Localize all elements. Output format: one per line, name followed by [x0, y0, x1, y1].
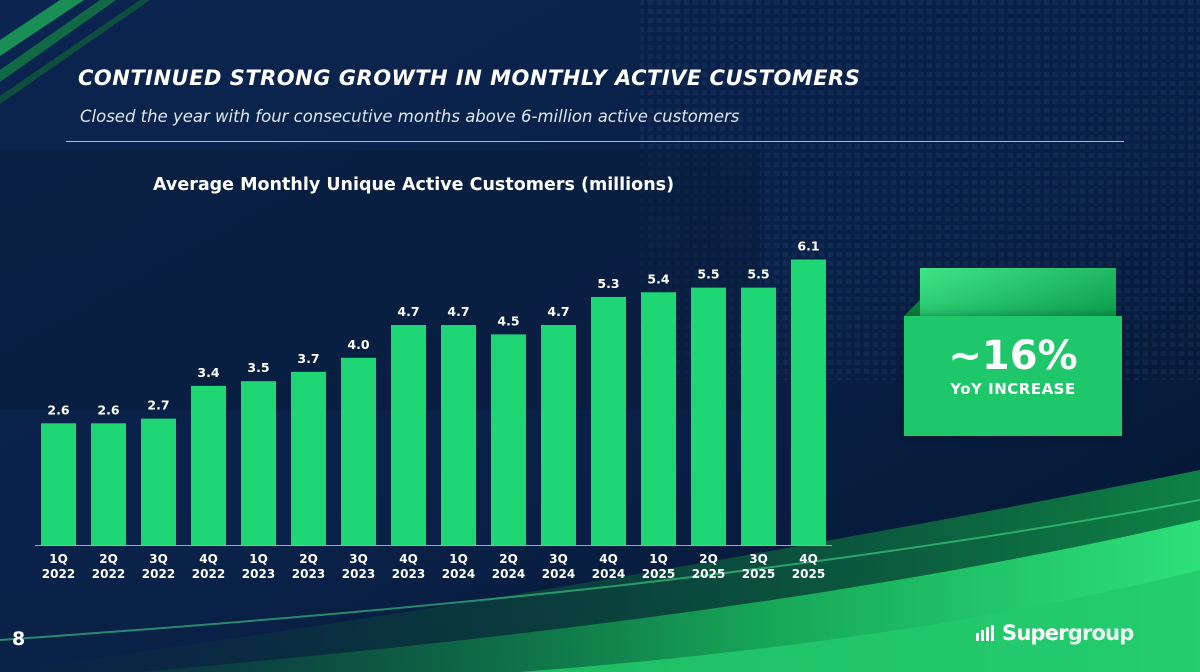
- bar-value-label: 4.0: [347, 337, 369, 352]
- bar: [341, 357, 376, 545]
- bar-value-label: 4.7: [547, 304, 569, 319]
- x-tick-label: 2022: [92, 567, 125, 581]
- bar: [41, 423, 76, 545]
- x-tick-label: 2024: [492, 567, 525, 581]
- bar-value-label: 4.5: [497, 313, 519, 328]
- bar: [641, 292, 676, 545]
- title-divider: [66, 141, 1124, 142]
- x-tick-label: 2025: [742, 567, 775, 581]
- x-tick-label: 2025: [692, 567, 725, 581]
- x-tick-label: 2022: [142, 567, 175, 581]
- slide-subtitle: Closed the year with four consecutive mo…: [80, 107, 740, 126]
- x-tick-label: 2025: [792, 567, 825, 581]
- bar: [291, 371, 326, 545]
- x-tick-label: 2023: [392, 567, 425, 581]
- bar-value-label: 5.4: [647, 271, 669, 286]
- bar-value-label: 2.6: [97, 402, 119, 417]
- x-tick-label: 1Q: [49, 552, 68, 566]
- bar-value-label: 5.5: [697, 267, 719, 282]
- logo-bars-icon: [976, 625, 996, 641]
- x-tick-label: 2024: [442, 567, 475, 581]
- bar: [191, 385, 226, 545]
- bar-value-label: 4.7: [447, 304, 469, 319]
- bar: [541, 325, 576, 545]
- logo-text-super: Super: [1002, 621, 1069, 645]
- logo-text-group: group: [1067, 621, 1135, 645]
- x-tick-label: 2Q: [699, 552, 718, 566]
- bar-value-label: 3.5: [247, 360, 269, 375]
- x-tick-label: 3Q: [349, 552, 368, 566]
- bar: [441, 325, 476, 545]
- bar: [791, 259, 826, 545]
- yoy-callout: ~16% YoY INCREASE: [904, 316, 1122, 436]
- x-tick-label: 3Q: [749, 552, 768, 566]
- x-tick-label: 4Q: [199, 552, 218, 566]
- x-tick-label: 3Q: [149, 552, 168, 566]
- bar: [491, 334, 526, 545]
- x-tick-label: 2024: [542, 567, 575, 581]
- x-tick-label: 2Q: [99, 552, 118, 566]
- bar: [91, 423, 126, 545]
- x-tick-label: 1Q: [649, 552, 668, 566]
- bar: [141, 418, 176, 545]
- bar-value-label: 2.6: [47, 402, 69, 417]
- bar-value-label: 3.7: [297, 351, 319, 366]
- bar: [691, 287, 726, 545]
- x-tick-label: 1Q: [249, 552, 268, 566]
- bar-value-label: 4.7: [397, 304, 419, 319]
- slide-title: CONTINUED STRONG GROWTH IN MONTHLY ACTIV…: [78, 66, 861, 90]
- bar-value-label: 5.3: [597, 276, 619, 291]
- chart-title: Average Monthly Unique Active Customers …: [153, 175, 675, 195]
- page-number: 8: [12, 628, 26, 650]
- bar-value-label: 2.7: [147, 398, 169, 413]
- x-tick-label: 2022: [42, 567, 75, 581]
- x-tick-label: 4Q: [399, 552, 418, 566]
- supergroup-logo: Super group: [976, 619, 1134, 647]
- callout-value: ~16%: [948, 333, 1078, 379]
- x-tick-label: 3Q: [549, 552, 568, 566]
- bar-series: [41, 259, 826, 545]
- x-tick-label: 2023: [292, 567, 325, 581]
- x-tick-label: 2023: [242, 567, 275, 581]
- x-tick-label: 1Q: [449, 552, 468, 566]
- bar: [241, 381, 276, 545]
- callout-label: YoY INCREASE: [950, 380, 1076, 398]
- x-tick-label: 2023: [342, 567, 375, 581]
- value-labels: 2.6 2.6 2.7 3.4 3.5 3.7 4.0 4.7 4.7 4.5 4.7 5.3 5.4 5…: [47, 239, 819, 418]
- x-tick-label: 4Q: [799, 552, 818, 566]
- x-tick-label: 2Q: [299, 552, 318, 566]
- x-tick-label: 2025: [642, 567, 675, 581]
- bar: [591, 296, 626, 545]
- x-tick-label: 4Q: [599, 552, 618, 566]
- bar: [741, 287, 776, 545]
- x-tick-label: 2022: [192, 567, 225, 581]
- bar-value-label: 5.5: [747, 267, 769, 282]
- bar-value-label: 3.4: [197, 365, 219, 380]
- x-tick-label: 2024: [592, 567, 625, 581]
- x-tick-label: 2Q: [499, 552, 518, 566]
- bar-value-label: 6.1: [797, 239, 819, 254]
- bar: [391, 325, 426, 545]
- callout-fold: [904, 300, 920, 316]
- x-tick-labels: 1Q20222Q20223Q20224Q20221Q20232Q20233Q20…: [42, 552, 825, 581]
- callout-tab: [920, 268, 1116, 320]
